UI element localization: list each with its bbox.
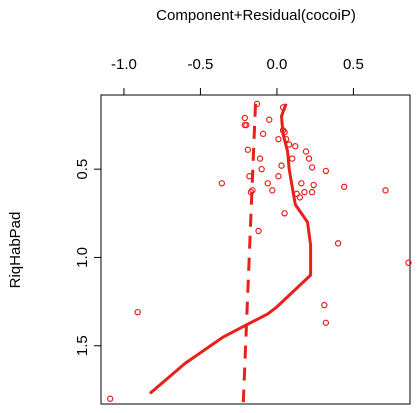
data-points <box>106 100 412 402</box>
data-point <box>246 173 253 180</box>
smooth-fit-line <box>149 103 313 395</box>
data-point <box>341 183 348 191</box>
data-point <box>289 155 296 162</box>
x-tick-label: -0.5 <box>188 56 214 73</box>
data-point <box>282 135 290 143</box>
data-point <box>241 114 248 122</box>
data-point <box>305 155 313 162</box>
data-point <box>302 148 310 155</box>
y-tick-label: 0.5 <box>74 159 91 180</box>
data-point <box>296 194 304 201</box>
data-point <box>218 180 226 187</box>
x-tick-label: 0.5 <box>343 56 364 73</box>
y-axis-title: RiqHabPad <box>7 212 24 289</box>
x-tick-label: -1.0 <box>111 56 137 73</box>
linear-fit-line <box>241 103 257 403</box>
data-point <box>382 187 389 194</box>
data-point <box>244 146 252 153</box>
data-point <box>321 301 328 309</box>
data-point <box>281 128 288 136</box>
y-tick-label: 1.5 <box>74 335 91 356</box>
data-point <box>134 308 141 316</box>
data-point <box>249 187 256 194</box>
plot-frame <box>100 94 411 405</box>
data-point <box>308 164 316 171</box>
data-point <box>405 259 412 266</box>
y-tick-label: 1.0 <box>74 247 91 268</box>
data-point <box>256 155 264 162</box>
data-point <box>259 130 267 138</box>
data-point <box>243 121 250 129</box>
data-point <box>285 141 293 148</box>
data-point <box>275 135 282 143</box>
data-point <box>275 173 282 180</box>
data-point <box>253 100 261 108</box>
data-point <box>301 188 308 196</box>
data-point <box>255 227 262 235</box>
data-point <box>266 116 273 123</box>
data-point <box>322 167 330 175</box>
data-point <box>278 162 285 169</box>
x-axis: -1.0 -0.5 0.0 0.5 <box>111 56 364 95</box>
data-point <box>269 187 276 194</box>
data-point <box>258 165 265 173</box>
data-point <box>308 188 316 196</box>
smooth-lines <box>149 103 313 403</box>
y-axis: 0.5 1.0 1.5 <box>74 159 101 356</box>
data-point <box>281 210 288 217</box>
x-axis-title: Component+Residual(cocoiP) <box>156 7 356 24</box>
data-point <box>310 181 317 189</box>
data-point <box>106 395 114 402</box>
data-point <box>334 240 342 247</box>
data-point <box>292 143 299 150</box>
data-point <box>279 104 287 111</box>
data-point <box>247 188 255 196</box>
data-point <box>264 180 271 187</box>
data-point <box>298 180 305 187</box>
x-tick-label: 0.0 <box>266 56 287 73</box>
data-point <box>322 319 330 326</box>
data-point <box>279 127 287 134</box>
